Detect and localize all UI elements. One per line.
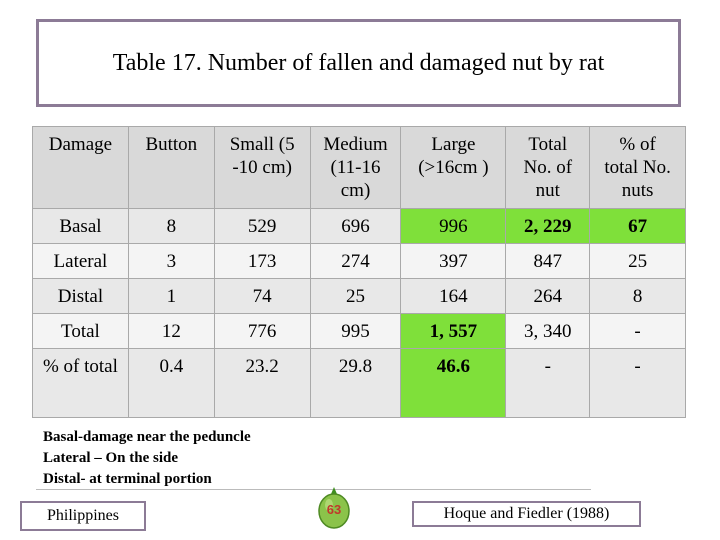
table-cell: 25 xyxy=(589,243,686,279)
citation-box: Hoque and Fiedler (1988) xyxy=(412,501,641,527)
location-label: Philippines xyxy=(20,501,146,531)
note-distal: Distal- at terminal portion xyxy=(43,471,212,487)
table-cell: 1 xyxy=(127,278,215,314)
table-cell: Total xyxy=(32,313,129,349)
table-cell-highlighted: 2, 229 xyxy=(505,208,591,244)
table-cell-highlighted: 996 xyxy=(400,208,507,244)
title-box: Table 17. Number of fallen and damaged n… xyxy=(36,19,681,107)
notes: Basal-damage near the peduncle Lateral –… xyxy=(43,427,251,490)
header-small: Small (5 -10 cm) xyxy=(213,126,311,209)
table-cell: Lateral xyxy=(32,243,129,279)
table-cell-highlighted: 46.6 xyxy=(400,348,507,418)
table-cell: 8 xyxy=(589,278,686,314)
table-cell: Basal xyxy=(32,208,129,244)
table-cell: 529 xyxy=(213,208,311,244)
table-cell-highlighted: 1, 557 xyxy=(400,313,507,349)
table-cell: 3, 340 xyxy=(505,313,591,349)
coconut-page-badge-icon: 63 xyxy=(318,487,350,529)
table-row-total: Total 12 776 995 1, 557 3, 340 - xyxy=(32,313,686,349)
table-cell: - xyxy=(505,348,591,418)
table-cell: 173 xyxy=(213,243,311,279)
divider xyxy=(36,489,591,490)
table-row-percent: % of total 0.4 23.2 29.8 46.6 - - xyxy=(32,348,686,418)
table-cell: 696 xyxy=(309,208,402,244)
header-total-nuts: Total No. of nut xyxy=(505,126,591,209)
table-row-distal: Distal 1 74 25 164 264 8 xyxy=(32,278,686,314)
slide-title: Table 17. Number of fallen and damaged n… xyxy=(112,49,605,76)
table-row-lateral: Lateral 3 173 274 397 847 25 xyxy=(32,243,686,279)
table-cell: 397 xyxy=(400,243,507,279)
table-row-basal: Basal 8 529 696 996 2, 229 67 xyxy=(32,208,686,244)
table-cell: 164 xyxy=(400,278,507,314)
table-cell: 3 xyxy=(127,243,215,279)
table-cell: 847 xyxy=(505,243,591,279)
table-cell: 29.8 xyxy=(309,348,402,418)
table-cell-highlighted: 67 xyxy=(589,208,686,244)
table-cell: 264 xyxy=(505,278,591,314)
page-number: 63 xyxy=(327,502,341,517)
table-cell: 274 xyxy=(309,243,402,279)
header-percent-total: % of total No. nuts xyxy=(589,126,686,209)
table-cell: % of total xyxy=(32,348,129,418)
note-lateral: Lateral – On the side xyxy=(43,450,178,466)
table-cell: 8 xyxy=(127,208,215,244)
table-cell: 0.4 xyxy=(127,348,215,418)
header-damage: Damage xyxy=(32,126,129,209)
table-cell: 995 xyxy=(309,313,402,349)
table-cell: - xyxy=(589,348,686,418)
data-table: Damage Button Small (5 -10 cm) Medium (11-… xyxy=(32,126,686,418)
table-cell: 23.2 xyxy=(213,348,311,418)
header-medium: Medium (11-16 cm) xyxy=(309,126,402,209)
header-large: Large (>16cm ) xyxy=(400,126,507,209)
table-cell: 25 xyxy=(309,278,402,314)
table-cell: Distal xyxy=(32,278,129,314)
table-cell: 74 xyxy=(213,278,311,314)
header-button: Button xyxy=(127,126,215,209)
table-cell: 776 xyxy=(213,313,311,349)
table-cell: 12 xyxy=(127,313,215,349)
table-cell: - xyxy=(589,313,686,349)
table-header-row: Damage Button Small (5 -10 cm) Medium (11-… xyxy=(32,126,686,209)
note-basal: Basal-damage near the peduncle xyxy=(43,429,251,445)
